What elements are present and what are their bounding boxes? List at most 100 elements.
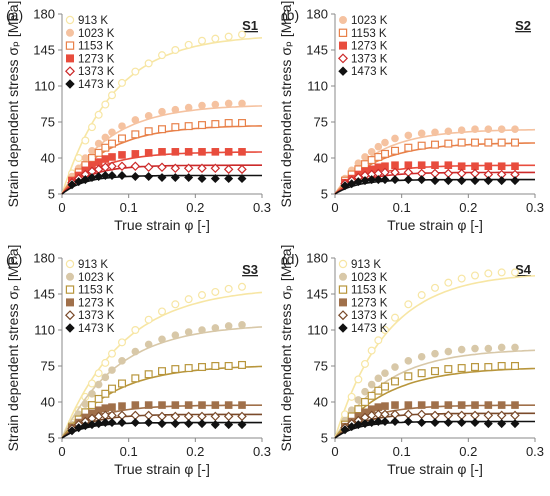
data-point xyxy=(391,377,400,386)
data-point xyxy=(223,164,234,175)
x-tick-label: 0.2 xyxy=(186,200,204,215)
data-point xyxy=(131,150,140,158)
data-point xyxy=(374,142,383,151)
data-point xyxy=(403,417,413,427)
data-point xyxy=(184,148,193,156)
data-point xyxy=(391,401,399,409)
y-tick-label: 110 xyxy=(34,79,55,94)
legend-marker xyxy=(65,15,75,25)
data-point xyxy=(171,331,180,339)
data-point xyxy=(74,154,83,163)
y-tick-label: 145 xyxy=(306,43,328,58)
data-point xyxy=(497,362,506,371)
data-point xyxy=(403,175,413,185)
data-point xyxy=(184,103,193,112)
data-point xyxy=(211,148,220,156)
legend-marker xyxy=(338,259,348,269)
data-point xyxy=(67,180,77,190)
y-tick-label: 5 xyxy=(321,187,328,202)
data-point xyxy=(144,149,153,157)
legend-marker xyxy=(65,323,75,333)
data-point xyxy=(184,328,193,336)
data-point xyxy=(367,346,376,355)
data-point xyxy=(198,148,206,156)
data-point xyxy=(374,386,383,395)
data-point xyxy=(443,418,453,428)
x-tick-label: 0.3 xyxy=(253,200,271,215)
data-point xyxy=(457,162,466,171)
data-point xyxy=(224,420,234,430)
data-point xyxy=(131,116,140,124)
data-point xyxy=(117,134,126,143)
data-point xyxy=(144,370,153,379)
data-point xyxy=(211,34,220,43)
legend-marker xyxy=(338,272,347,281)
data-point xyxy=(511,138,520,147)
data-point xyxy=(444,401,453,409)
data-point xyxy=(484,401,493,409)
legend-marker xyxy=(338,66,348,76)
data-point xyxy=(224,284,233,293)
legend-label: 1273 K xyxy=(78,297,115,309)
data-point xyxy=(144,112,153,120)
data-point xyxy=(143,162,154,173)
legend-label: 1153 K xyxy=(78,285,114,297)
data-point xyxy=(497,138,506,147)
data-point xyxy=(211,401,220,409)
data-point xyxy=(184,401,193,409)
data-point xyxy=(374,374,383,383)
data-point xyxy=(497,176,507,186)
data-point xyxy=(211,287,220,296)
legend-label: 1153 K xyxy=(351,28,387,40)
data-point xyxy=(101,404,110,412)
data-point xyxy=(374,336,383,345)
series-913-k xyxy=(61,282,263,439)
y-tick-label: 40 xyxy=(41,395,55,410)
data-point xyxy=(101,373,110,382)
data-point xyxy=(117,78,126,87)
data-point xyxy=(417,418,427,428)
data-point xyxy=(107,349,116,358)
x-tick-label: 0.2 xyxy=(459,444,477,459)
y-axis-label: Strain dependent stress σₚ [MPa] xyxy=(278,245,294,452)
legend-label: 1373 K xyxy=(351,310,388,322)
data-point xyxy=(417,175,427,185)
data-point xyxy=(94,148,103,157)
data-point xyxy=(107,139,116,148)
data-point xyxy=(444,278,453,287)
panel-d: 5 40 75 110 145 180 0 0.1 0.2 0.3 True strain φ [-… xyxy=(278,245,544,477)
data-point xyxy=(224,362,233,371)
series-1373-k xyxy=(61,410,262,439)
panel-a: 5 40 75 110 145 180 0 0.1 0.2 0.3 True strain φ [-… xyxy=(5,1,271,233)
data-point xyxy=(210,420,220,430)
data-point xyxy=(130,172,140,181)
data-point xyxy=(224,174,234,184)
y-tick-label: 5 xyxy=(321,431,328,446)
data-point xyxy=(117,161,127,171)
y-tick-label: 145 xyxy=(33,287,55,302)
data-point xyxy=(237,420,247,430)
x-axis-label: True strain φ [-] xyxy=(114,217,210,233)
legend-label: 1373 K xyxy=(78,310,115,322)
data-point xyxy=(238,119,247,128)
data-point xyxy=(361,398,370,407)
data-point xyxy=(431,349,439,358)
data-point xyxy=(184,122,193,131)
data-point xyxy=(391,161,399,170)
legend-label: 1153 K xyxy=(351,285,387,297)
data-point xyxy=(373,175,383,185)
legend-label: 913 K xyxy=(78,259,108,271)
data-point xyxy=(471,138,480,147)
data-point xyxy=(404,401,413,409)
data-point xyxy=(484,162,493,171)
data-point xyxy=(457,364,466,373)
data-point xyxy=(510,419,520,429)
data-point xyxy=(87,401,96,410)
data-point xyxy=(367,380,376,389)
data-point xyxy=(483,419,493,429)
data-point xyxy=(158,401,166,409)
data-point xyxy=(87,154,96,163)
y-tick-label: 40 xyxy=(41,151,55,166)
data-point xyxy=(184,295,193,304)
